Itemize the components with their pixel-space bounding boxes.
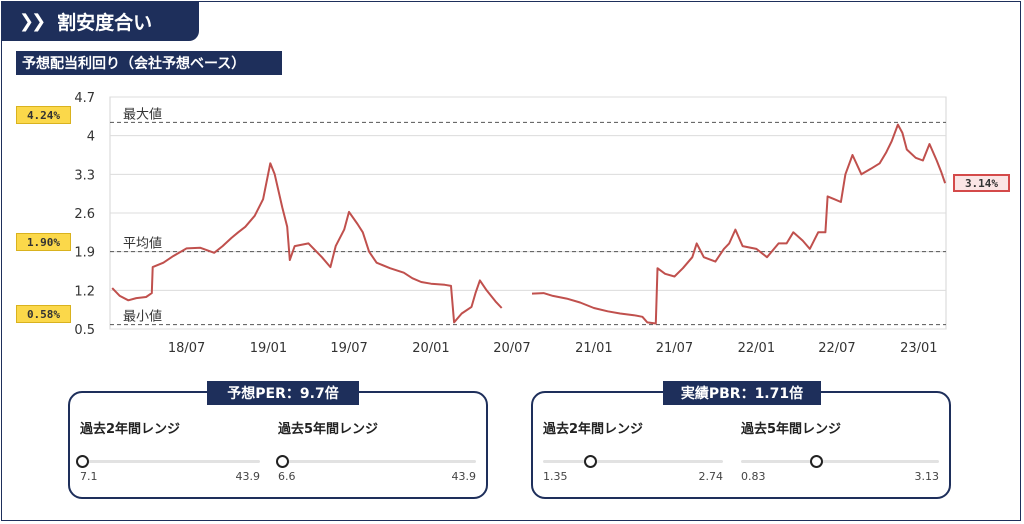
average-value-tag: 1.90% bbox=[16, 233, 71, 251]
chart-subtitle: 予想配当利回り（会社予想ベース） bbox=[16, 51, 282, 75]
range-min: 6.6 bbox=[278, 470, 296, 483]
y-tick-label: 2.6 bbox=[74, 207, 95, 222]
section-header: ❯❯ 割安度合い bbox=[1, 1, 199, 41]
x-tick-label: 19/07 bbox=[330, 341, 367, 356]
range-label: 過去5年間レンジ bbox=[741, 422, 842, 437]
series-line bbox=[111, 162, 503, 324]
range-min: 1.35 bbox=[543, 470, 568, 483]
max-value-tag: 4.24% bbox=[16, 106, 71, 124]
pbr-panel-title: 実績PBR：1.71倍 bbox=[663, 381, 821, 405]
y-tick-label: 3.3 bbox=[74, 168, 95, 183]
y-tick-label: 1.2 bbox=[74, 284, 95, 299]
pbr-range-2y: 過去2年間レンジ 1.35 2.74 bbox=[543, 418, 723, 488]
range-marker-icon bbox=[75, 455, 89, 468]
x-tick-label: 18/07 bbox=[168, 341, 205, 356]
current-value-tag: 3.14% bbox=[953, 174, 1010, 192]
x-tick-label: 21/01 bbox=[575, 341, 612, 356]
x-tick-label: 20/01 bbox=[412, 341, 449, 356]
min-value-tag: 0.58% bbox=[16, 305, 71, 323]
range-max: 2.74 bbox=[698, 470, 724, 483]
x-tick-label: 22/01 bbox=[738, 341, 775, 356]
range-max: 43.9 bbox=[235, 470, 261, 483]
x-tick-label: 19/01 bbox=[250, 341, 287, 356]
reference-line-label: 最大値 bbox=[123, 106, 162, 122]
range-label: 過去2年間レンジ bbox=[543, 422, 644, 437]
y-tick-label: 0.5 bbox=[74, 323, 95, 338]
range-track bbox=[278, 460, 476, 463]
range-track bbox=[80, 460, 260, 463]
range-label: 過去5年間レンジ bbox=[278, 422, 379, 437]
x-tick-label: 22/07 bbox=[818, 341, 855, 356]
x-tick-label: 23/01 bbox=[900, 341, 937, 356]
series-line bbox=[531, 123, 947, 325]
range-label: 過去2年間レンジ bbox=[80, 422, 181, 437]
double-chevron-right-icon: ❯❯ bbox=[19, 10, 46, 32]
range-track bbox=[741, 460, 939, 463]
x-tick-label: 21/07 bbox=[656, 341, 693, 356]
x-tick-label: 20/07 bbox=[493, 341, 530, 356]
range-max: 3.13 bbox=[914, 470, 940, 483]
y-tick-label: 1.9 bbox=[74, 246, 95, 261]
y-tick-label: 4 bbox=[87, 130, 95, 145]
range-marker-icon bbox=[810, 455, 824, 468]
range-min: 7.1 bbox=[80, 470, 98, 483]
section-title: 割安度合い bbox=[57, 11, 153, 34]
reference-line-label: 最小値 bbox=[123, 309, 162, 325]
range-min: 0.83 bbox=[741, 470, 766, 483]
range-max: 43.9 bbox=[451, 470, 477, 483]
pbr-range-5y: 過去5年間レンジ 0.83 3.13 bbox=[741, 418, 939, 488]
per-range-5y: 過去5年間レンジ 6.6 43.9 bbox=[275, 418, 477, 488]
range-track bbox=[543, 460, 723, 463]
range-marker-icon bbox=[583, 455, 597, 468]
per-panel-title: 予想PER：9.7倍 bbox=[207, 381, 359, 405]
range-marker-icon bbox=[275, 455, 289, 468]
y-tick-label: 4.7 bbox=[74, 91, 95, 106]
reference-line-label: 平均値 bbox=[123, 236, 162, 252]
per-range-2y: 過去2年間レンジ 7.1 43.9 bbox=[75, 418, 261, 488]
